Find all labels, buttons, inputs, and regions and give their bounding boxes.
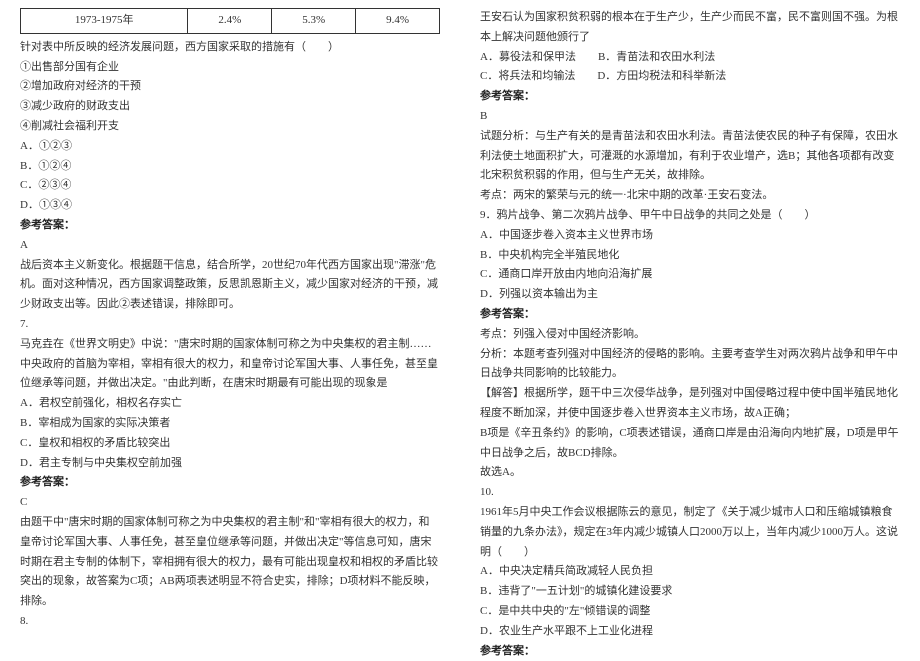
- option-circle: ①出售部分国有企业: [20, 58, 440, 78]
- question-text: 马克垚在《世界文明史》中说："唐宋时期的国家体制可称之为中央集权的君主制……中央…: [20, 335, 440, 394]
- table-cell: 1973-1975年: [21, 9, 188, 34]
- answer-label: 参考答案：: [480, 87, 900, 107]
- answer-label: 参考答案：: [20, 216, 440, 236]
- option-letter: A．募役法和保甲法 B．青苗法和农田水利法: [480, 48, 900, 68]
- option-letter: A．①②③: [20, 137, 440, 157]
- question-number: 7.: [20, 315, 440, 335]
- option-letter: D．列强以资本输出为主: [480, 285, 900, 305]
- option-letter: C．将兵法和均输法 D．方田均税法和科举新法: [480, 67, 900, 87]
- explanation: 试题分析：与生产有关的是青苗法和农田水利法。青苗法使农民的种子有保障，农田水利法…: [480, 127, 900, 186]
- question-number: 8.: [20, 612, 440, 632]
- table-cell: 2.4%: [188, 9, 272, 34]
- answer-value: A: [20, 236, 440, 256]
- option-letter: A．中国逐步卷入资本主义世界市场: [480, 226, 900, 246]
- question-text: 王安石认为国家积贫积弱的根本在于生产少，生产少而民不富，民不富则国不强。为根本上…: [480, 8, 900, 48]
- option-letter: B．宰相成为国家的实际决策者: [20, 414, 440, 434]
- explanation: 考点：两宋的繁荣与元的统一·北宋中期的改革·王安石变法。: [480, 186, 900, 206]
- answer-label: 参考答案：: [20, 473, 440, 493]
- option-letter: D．①③④: [20, 196, 440, 216]
- option-circle: ②增加政府对经济的干预: [20, 77, 440, 97]
- explanation: 战后资本主义新变化。根据题干信息，结合所学，20世纪70年代西方国家出现"滞涨"…: [20, 256, 440, 315]
- left-column: 1973-1975年 2.4% 5.3% 9.4% 针对表中所反映的经济发展问题…: [0, 0, 460, 651]
- option-letter: D．君主专制与中央集权空前加强: [20, 454, 440, 474]
- answer-label: 参考答案：: [480, 642, 900, 661]
- option-letter: C．②③④: [20, 176, 440, 196]
- question-number: 10.: [480, 483, 900, 503]
- option-letter: D．农业生产水平跟不上工业化进程: [480, 622, 900, 642]
- answer-label: 参考答案：: [480, 305, 900, 325]
- explanation: 【解答】根据所学，题干中三次侵华战争，是列强对中国侵略过程中使中国半殖民地化程度…: [480, 384, 900, 424]
- right-column: 王安石认为国家积贫积弱的根本在于生产少，生产少而民不富，民不富则国不强。为根本上…: [460, 0, 920, 651]
- explanation: 由题干中"唐宋时期的国家体制可称之为中央集权的君主制"和"宰相有很大的权力，和皇…: [20, 513, 440, 612]
- explanation: 分析：本题考查列强对中国经济的侵略的影响。主要考查学生对两次鸦片战争和甲午中日战…: [480, 345, 900, 385]
- table-cell: 9.4%: [356, 9, 440, 34]
- answer-value: B: [480, 107, 900, 127]
- question-text: 1961年5月中央工作会议根据陈云的意见，制定了《关于减少城市人口和压缩城镇粮食…: [480, 503, 900, 562]
- option-letter: B．①②④: [20, 157, 440, 177]
- question-text: 针对表中所反映的经济发展问题，西方国家采取的措施有（ ）: [20, 38, 440, 58]
- option-circle: ④削减社会福利开支: [20, 117, 440, 137]
- option-letter: C．皇权和相权的矛盾比较突出: [20, 434, 440, 454]
- table-cell: 5.3%: [272, 9, 356, 34]
- option-letter: C．是中共中央的"左"倾错误的调整: [480, 602, 900, 622]
- option-circle: ③减少政府的财政支出: [20, 97, 440, 117]
- option-letter: A．中央决定精兵简政减轻人民负担: [480, 562, 900, 582]
- explanation: 考点：列强入侵对中国经济影响。: [480, 325, 900, 345]
- question-text: 9．鸦片战争、第二次鸦片战争、甲午中日战争的共同之处是（ ）: [480, 206, 900, 226]
- option-letter: A．君权空前强化，相权名存实亡: [20, 394, 440, 414]
- document-page: 1973-1975年 2.4% 5.3% 9.4% 针对表中所反映的经济发展问题…: [0, 0, 920, 651]
- data-table: 1973-1975年 2.4% 5.3% 9.4%: [20, 8, 440, 34]
- option-letter: B．违背了"一五计划"的城镇化建设要求: [480, 582, 900, 602]
- option-letter: B．中央机构完全半殖民地化: [480, 246, 900, 266]
- explanation: B项是《辛丑条约》的影响，C项表述错误，通商口岸是由沿海向内地扩展，D项是甲午中…: [480, 424, 900, 464]
- explanation: 故选A。: [480, 463, 900, 483]
- answer-value: C: [20, 493, 440, 513]
- option-letter: C．通商口岸开放由内地向沿海扩展: [480, 265, 900, 285]
